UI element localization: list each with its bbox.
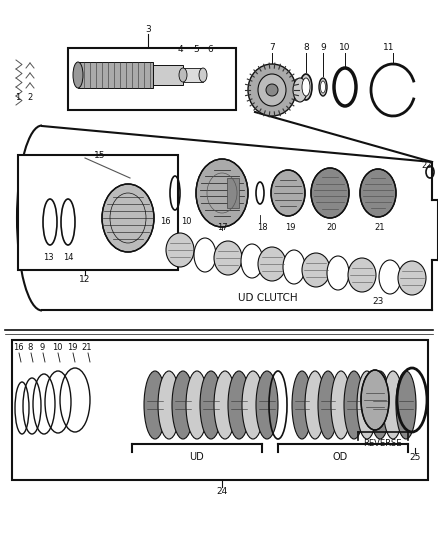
Text: 12: 12 bbox=[79, 276, 91, 285]
Text: 23: 23 bbox=[372, 297, 384, 306]
Ellipse shape bbox=[144, 371, 166, 439]
Ellipse shape bbox=[256, 371, 278, 439]
Ellipse shape bbox=[158, 371, 180, 439]
Text: 21: 21 bbox=[375, 223, 385, 232]
Text: 16: 16 bbox=[160, 217, 170, 227]
Ellipse shape bbox=[258, 74, 286, 106]
Text: 8: 8 bbox=[27, 343, 33, 352]
Ellipse shape bbox=[242, 371, 264, 439]
Ellipse shape bbox=[331, 371, 351, 439]
Ellipse shape bbox=[292, 371, 312, 439]
Bar bbox=[227, 178, 239, 208]
Text: 5: 5 bbox=[193, 45, 199, 54]
Text: 10: 10 bbox=[52, 343, 62, 352]
Text: 20: 20 bbox=[327, 223, 337, 232]
Ellipse shape bbox=[102, 184, 154, 252]
Ellipse shape bbox=[73, 62, 83, 88]
Ellipse shape bbox=[179, 68, 187, 82]
Text: 2: 2 bbox=[27, 93, 32, 102]
Text: OD: OD bbox=[332, 452, 348, 462]
Bar bbox=[78, 62, 153, 88]
Text: 16: 16 bbox=[13, 343, 23, 352]
Text: 7: 7 bbox=[269, 44, 275, 52]
Ellipse shape bbox=[266, 84, 278, 96]
Ellipse shape bbox=[194, 238, 216, 272]
Text: 18: 18 bbox=[257, 223, 267, 232]
Text: 10: 10 bbox=[181, 217, 191, 227]
Text: 9: 9 bbox=[320, 44, 326, 52]
Text: 4: 4 bbox=[177, 45, 183, 54]
Text: UD CLUTCH: UD CLUTCH bbox=[238, 293, 298, 303]
Ellipse shape bbox=[383, 371, 403, 439]
Bar bbox=[18, 155, 178, 270]
Ellipse shape bbox=[214, 241, 242, 275]
Text: 24: 24 bbox=[216, 488, 228, 497]
Text: 10: 10 bbox=[339, 44, 351, 52]
Text: 6: 6 bbox=[207, 45, 213, 54]
Ellipse shape bbox=[300, 74, 312, 100]
Ellipse shape bbox=[271, 170, 305, 216]
Ellipse shape bbox=[196, 159, 248, 227]
Ellipse shape bbox=[321, 81, 325, 93]
Ellipse shape bbox=[344, 371, 364, 439]
Text: 22: 22 bbox=[422, 160, 432, 169]
Ellipse shape bbox=[348, 258, 376, 292]
Ellipse shape bbox=[258, 247, 286, 281]
Text: 9: 9 bbox=[39, 343, 45, 352]
Ellipse shape bbox=[214, 371, 236, 439]
Ellipse shape bbox=[361, 370, 389, 430]
Text: 15: 15 bbox=[94, 150, 106, 159]
Text: 11: 11 bbox=[383, 44, 395, 52]
Text: 1: 1 bbox=[15, 93, 21, 102]
Ellipse shape bbox=[172, 371, 194, 439]
Text: 3: 3 bbox=[145, 26, 151, 35]
Ellipse shape bbox=[248, 64, 296, 116]
Ellipse shape bbox=[379, 260, 401, 294]
Ellipse shape bbox=[241, 244, 263, 278]
Text: 19: 19 bbox=[67, 343, 77, 352]
Ellipse shape bbox=[200, 371, 222, 439]
Ellipse shape bbox=[228, 371, 250, 439]
Text: 17: 17 bbox=[217, 223, 227, 232]
Bar bbox=[12, 340, 428, 480]
Text: 8: 8 bbox=[303, 44, 309, 52]
Ellipse shape bbox=[302, 253, 330, 287]
Text: 21: 21 bbox=[82, 343, 92, 352]
Bar bbox=[183, 68, 203, 82]
Ellipse shape bbox=[311, 168, 349, 218]
Text: 14: 14 bbox=[63, 254, 73, 262]
Text: REVERSE: REVERSE bbox=[363, 440, 401, 448]
Ellipse shape bbox=[357, 371, 377, 439]
Ellipse shape bbox=[283, 250, 305, 284]
Ellipse shape bbox=[302, 78, 310, 96]
Bar bbox=[68, 48, 236, 110]
Ellipse shape bbox=[396, 371, 416, 439]
Ellipse shape bbox=[305, 371, 325, 439]
Ellipse shape bbox=[319, 78, 327, 96]
Text: 25: 25 bbox=[410, 454, 420, 463]
Ellipse shape bbox=[186, 371, 208, 439]
Ellipse shape bbox=[327, 256, 349, 290]
Text: 19: 19 bbox=[285, 223, 295, 232]
Ellipse shape bbox=[370, 371, 390, 439]
Ellipse shape bbox=[360, 169, 396, 217]
Ellipse shape bbox=[293, 78, 307, 102]
Ellipse shape bbox=[398, 261, 426, 295]
Ellipse shape bbox=[166, 233, 194, 267]
Ellipse shape bbox=[199, 68, 207, 82]
Bar bbox=[153, 65, 183, 85]
Ellipse shape bbox=[318, 371, 338, 439]
Text: UD: UD bbox=[190, 452, 205, 462]
Text: 13: 13 bbox=[42, 254, 53, 262]
